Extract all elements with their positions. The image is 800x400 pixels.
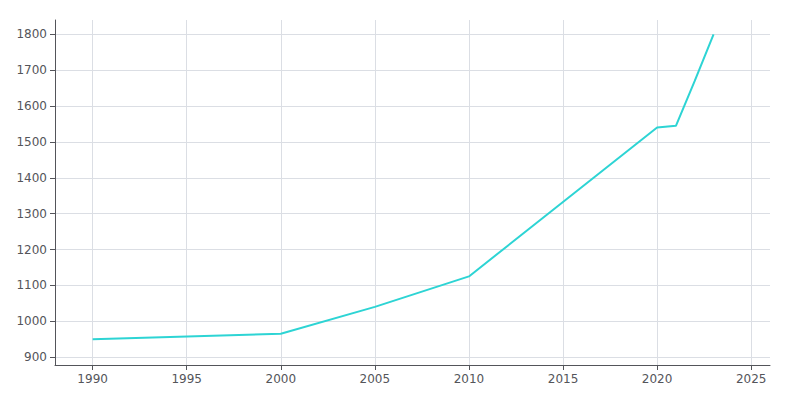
svg-text:1800: 1800: [16, 27, 47, 41]
svg-text:2010: 2010: [454, 372, 485, 386]
svg-text:1300: 1300: [16, 207, 47, 221]
svg-text:1100: 1100: [16, 278, 47, 292]
svg-text:2005: 2005: [360, 372, 391, 386]
svg-text:1200: 1200: [16, 243, 47, 257]
svg-text:1500: 1500: [16, 135, 47, 149]
svg-text:1600: 1600: [16, 99, 47, 113]
svg-text:900: 900: [24, 350, 47, 364]
svg-text:1700: 1700: [16, 63, 47, 77]
svg-text:1990: 1990: [77, 372, 108, 386]
svg-text:2020: 2020: [642, 372, 673, 386]
svg-text:2000: 2000: [266, 372, 297, 386]
svg-text:1995: 1995: [171, 372, 202, 386]
svg-text:1400: 1400: [16, 171, 47, 185]
svg-text:2015: 2015: [548, 372, 579, 386]
svg-text:2025: 2025: [736, 372, 767, 386]
svg-text:1000: 1000: [16, 314, 47, 328]
